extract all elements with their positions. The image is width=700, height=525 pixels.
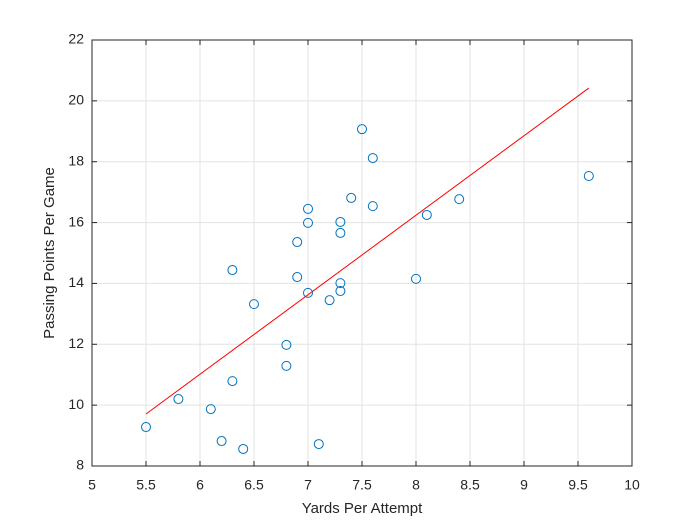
scatter-point [357, 124, 367, 135]
y-tick-label: 12 [68, 335, 84, 351]
scatter-point [367, 201, 378, 212]
y-tick-label: 22 [68, 31, 84, 47]
y-tick-label: 20 [68, 92, 84, 108]
scatter-point [346, 192, 357, 203]
y-tick-label: 18 [68, 152, 84, 168]
scatter-point [454, 194, 465, 205]
x-tick-label: 6.5 [244, 477, 264, 493]
scatter-point [313, 439, 324, 450]
scatter-point [141, 422, 151, 433]
x-tick-label: 5 [88, 477, 96, 493]
scatter-point [324, 295, 335, 306]
scatter-point [292, 237, 303, 248]
x-tick-label: 5.5 [136, 477, 156, 493]
x-tick-label: 9 [520, 477, 528, 493]
y-tick-label: 8 [76, 457, 84, 473]
scatter-point [335, 216, 346, 227]
scatter-point [249, 299, 259, 310]
scatter-point [227, 265, 238, 276]
scatter-point [411, 273, 421, 284]
scatter-point [173, 394, 184, 405]
x-axis-label: Yards Per Attempt [302, 500, 423, 517]
fit-line [145, 87, 590, 415]
y-tick-label: 16 [68, 213, 84, 229]
x-tick-label: 7.5 [352, 477, 372, 493]
scatter-point [216, 436, 227, 447]
scatter-point [292, 272, 303, 283]
scatter-point [421, 209, 432, 220]
scatter-point [205, 404, 216, 415]
scatter-point [335, 278, 346, 289]
x-tick-label: 7 [304, 477, 312, 493]
x-tick-label: 10 [624, 477, 640, 493]
scatter-point [367, 153, 378, 164]
y-tick-label: 10 [68, 396, 84, 412]
y-tick-label: 14 [68, 274, 84, 290]
x-tick-label: 6 [196, 477, 204, 493]
x-tick-label: 8 [412, 477, 420, 493]
scatter-point [583, 171, 594, 182]
x-tick-label: 9.5 [568, 477, 588, 493]
scatter-point [303, 287, 313, 298]
scatter-point [303, 217, 313, 228]
scatter-point [303, 203, 313, 214]
scatter-point [281, 339, 292, 350]
scatter-point [281, 360, 292, 371]
scatter-point [335, 227, 346, 238]
scatter-point [227, 376, 238, 387]
scatter-point [335, 286, 346, 297]
x-tick-label: 8.5 [460, 477, 480, 493]
y-axis-label: Passing Points Per Game [41, 167, 58, 339]
scatter-point [238, 443, 249, 454]
